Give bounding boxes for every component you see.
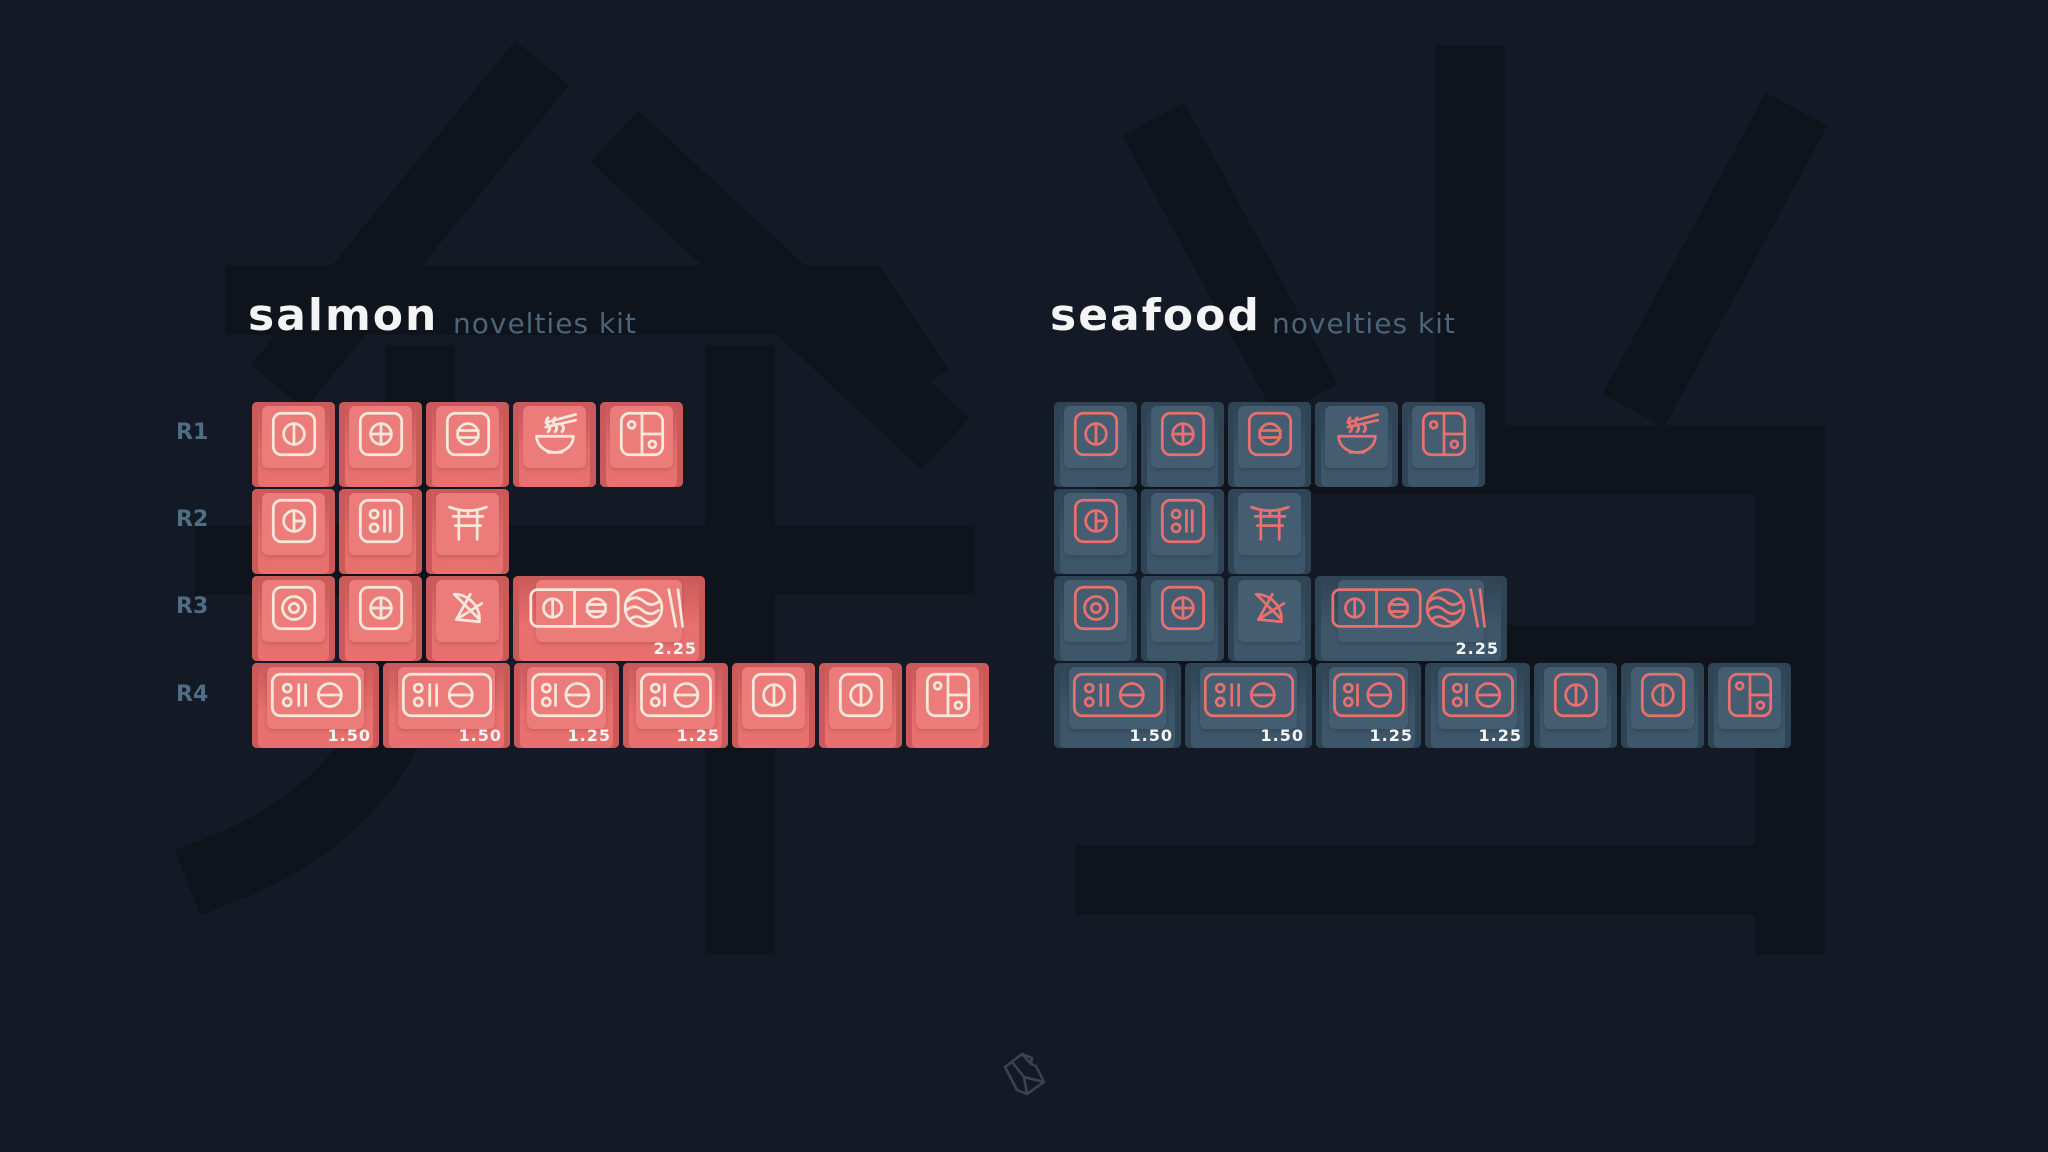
keycap-dots-bars — [1141, 489, 1224, 574]
bento-box-icon — [1727, 672, 1773, 718]
torii-gate-icon — [1247, 498, 1293, 544]
keycap-ramen-bowl — [1315, 402, 1398, 487]
kit-title: salmon — [248, 290, 439, 341]
keycap-circle-cross — [339, 402, 422, 487]
keycap-top — [1237, 493, 1302, 556]
circle-vertical-icon — [1640, 672, 1686, 718]
keycap-target — [1054, 576, 1137, 661]
keycap-circle-vertical — [1621, 663, 1704, 748]
keycap-lemon-slice — [426, 576, 509, 661]
keycap-circle-cross — [1141, 402, 1224, 487]
target-icon — [1073, 585, 1119, 631]
sushi-platter-icon — [1331, 585, 1492, 631]
circle-vertical-icon — [271, 411, 317, 457]
lemon-slice-icon — [445, 585, 491, 631]
keycap-circle-vertical — [819, 663, 902, 748]
circle-half-icon — [1073, 498, 1119, 544]
circle-vertical-icon — [1073, 411, 1119, 457]
keycap-logo-icon — [995, 1042, 1055, 1106]
key-size-label: 2.25 — [653, 639, 697, 658]
keycap-nigiri-set: 1.50 — [1185, 663, 1312, 748]
target-icon — [271, 585, 317, 631]
circle-cross-icon — [1160, 411, 1206, 457]
circle-vertical-icon — [1553, 672, 1599, 718]
circle-vertical-icon — [838, 672, 884, 718]
nigiri-set-icon — [1072, 672, 1164, 718]
keycap-nigiri-set-small: 1.25 — [1425, 663, 1530, 748]
circle-horizontal-icon — [1247, 411, 1293, 457]
key-size-label: 2.25 — [1455, 639, 1499, 658]
keycap-sushi-platter: 2.25 — [513, 576, 705, 661]
nigiri-set-small-icon — [1332, 672, 1406, 718]
circle-cross-icon — [1160, 585, 1206, 631]
circle-cross-icon — [358, 411, 404, 457]
row-label-r2: R2 — [176, 507, 209, 532]
torii-gate-icon — [445, 498, 491, 544]
nigiri-set-small-icon — [1441, 672, 1515, 718]
keycap-bento-box — [1402, 402, 1485, 487]
ramen-bowl-icon — [1334, 411, 1380, 457]
keycap-dots-bars — [339, 489, 422, 574]
keycap-nigiri-set-small: 1.25 — [1316, 663, 1421, 748]
keycap-nigiri-set-small: 1.25 — [623, 663, 728, 748]
ramen-bowl-icon — [532, 411, 578, 457]
keycap-target — [252, 576, 335, 661]
keycap-nigiri-set: 1.50 — [383, 663, 510, 748]
key-size-label: 1.50 — [1260, 726, 1304, 745]
keycap-nigiri-set-small: 1.25 — [514, 663, 619, 748]
key-size-label: 1.25 — [567, 726, 611, 745]
nigiri-set-icon — [1203, 672, 1295, 718]
key-size-label: 1.25 — [676, 726, 720, 745]
keycap-circle-vertical — [1054, 402, 1137, 487]
keycap-circle-half — [252, 489, 335, 574]
kit-subtitle: novelties kit — [453, 307, 637, 340]
keycap-nigiri-set: 1.50 — [252, 663, 379, 748]
keycap-nigiri-set: 1.50 — [1054, 663, 1181, 748]
keycap-circle-horizontal — [426, 402, 509, 487]
keycap-bento-box — [906, 663, 989, 748]
keycap-circle-cross — [339, 576, 422, 661]
circle-half-icon — [271, 498, 317, 544]
circle-vertical-icon — [751, 672, 797, 718]
kit-subtitle: novelties kit — [1272, 307, 1456, 340]
nigiri-set-small-icon — [530, 672, 604, 718]
row-label-r4: R4 — [176, 682, 209, 707]
keycap-top — [435, 493, 500, 556]
key-size-label: 1.50 — [1129, 726, 1173, 745]
keycap-circle-horizontal — [1228, 402, 1311, 487]
keycap-ramen-bowl — [513, 402, 596, 487]
circle-cross-icon — [358, 585, 404, 631]
kit-title: seafood — [1050, 290, 1261, 341]
lemon-slice-icon — [1247, 585, 1293, 631]
nigiri-set-small-icon — [639, 672, 713, 718]
row-label-r1: R1 — [176, 420, 209, 445]
row-label-r3: R3 — [176, 594, 209, 619]
key-size-label: 1.25 — [1478, 726, 1522, 745]
nigiri-set-icon — [401, 672, 493, 718]
keycap-circle-vertical — [732, 663, 815, 748]
keycap-torii-gate — [1228, 489, 1311, 574]
key-size-label: 1.50 — [327, 726, 371, 745]
keycap-circle-vertical — [1534, 663, 1617, 748]
key-size-label: 1.25 — [1369, 726, 1413, 745]
keycap-circle-half — [1054, 489, 1137, 574]
keycap-sushi-platter: 2.25 — [1315, 576, 1507, 661]
sushi-platter-icon — [529, 585, 690, 631]
key-size-label: 1.50 — [458, 726, 502, 745]
dots-bars-icon — [358, 498, 404, 544]
bento-box-icon — [925, 672, 971, 718]
dots-bars-icon — [1160, 498, 1206, 544]
keycap-bento-box — [1708, 663, 1791, 748]
keycap-lemon-slice — [1228, 576, 1311, 661]
keycap-torii-gate — [426, 489, 509, 574]
keycap-bento-box — [600, 402, 683, 487]
keycap-circle-vertical — [252, 402, 335, 487]
circle-horizontal-icon — [445, 411, 491, 457]
bento-box-icon — [1421, 411, 1467, 457]
keycap-circle-cross — [1141, 576, 1224, 661]
nigiri-set-icon — [270, 672, 362, 718]
bento-box-icon — [619, 411, 665, 457]
